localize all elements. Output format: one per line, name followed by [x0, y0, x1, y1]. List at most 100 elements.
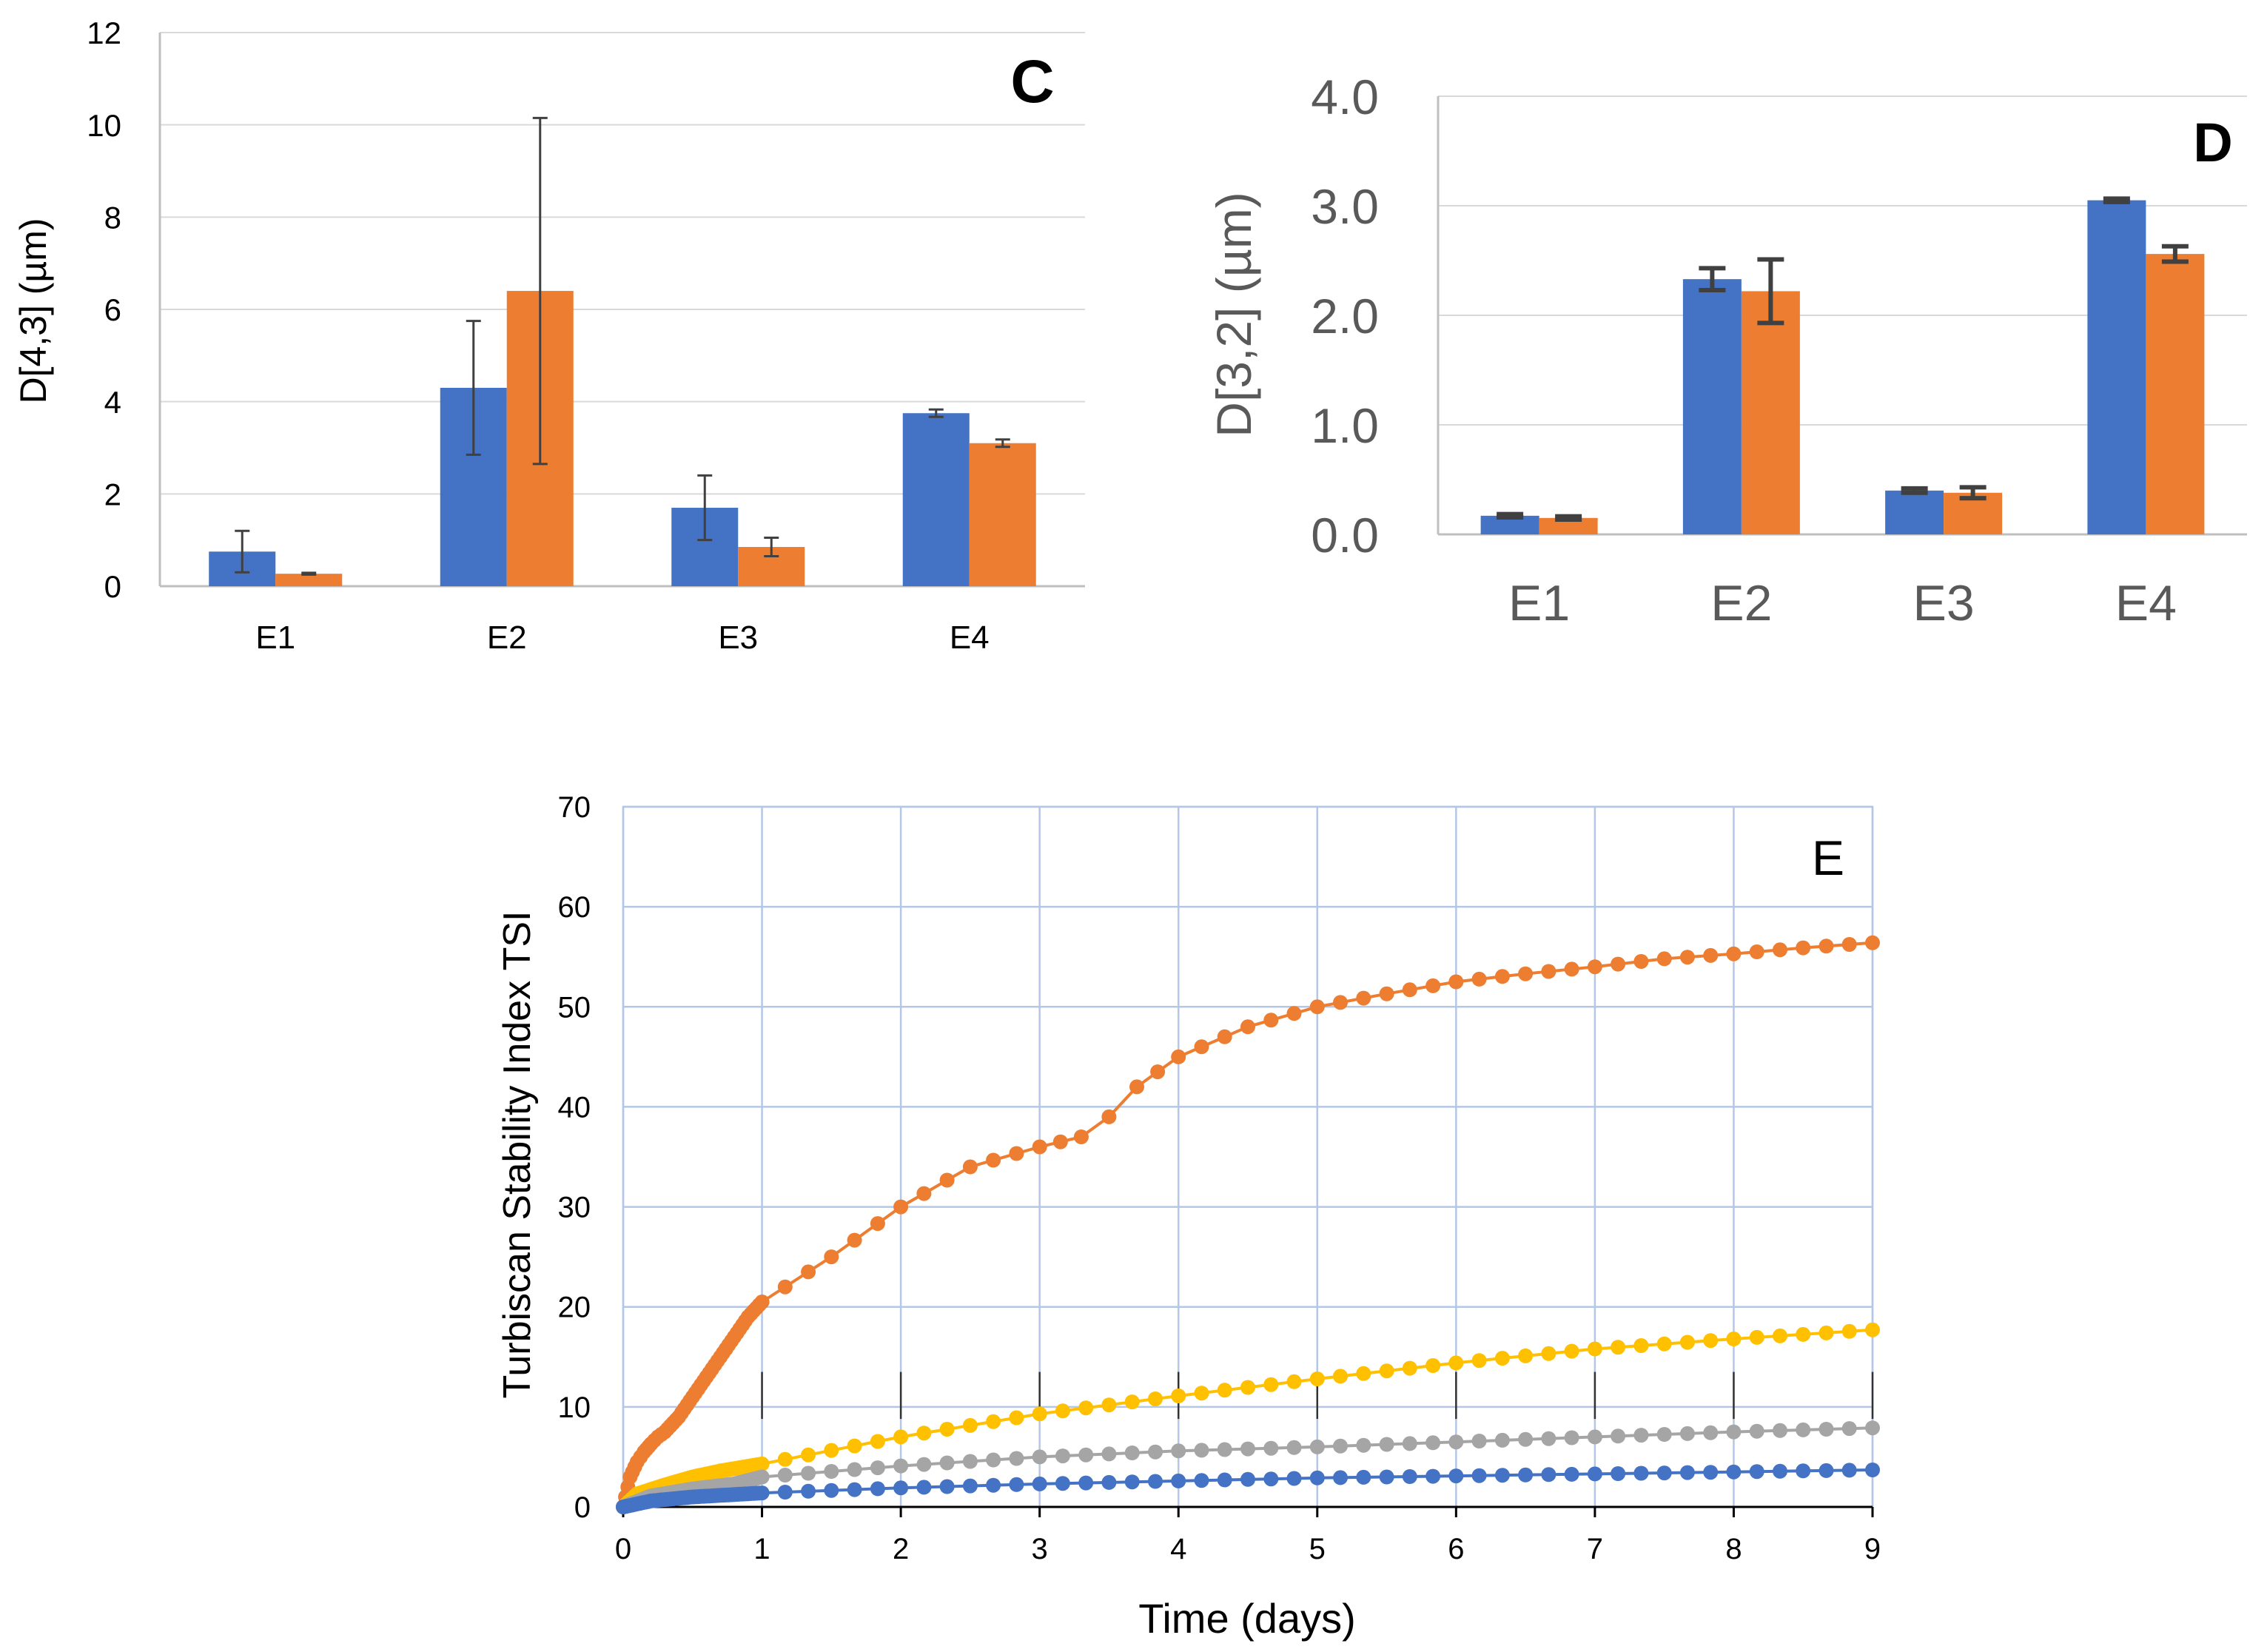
- point-orange: [1518, 966, 1534, 981]
- point-blue: [1773, 1463, 1787, 1479]
- point-yellow: [1773, 1328, 1787, 1343]
- y-tick-label: 0: [574, 1491, 591, 1524]
- point-blue: [1749, 1464, 1764, 1480]
- panel-d-ylabel: D[3,2] (µm): [1206, 192, 1261, 437]
- y-tick-label: 1.0: [1311, 398, 1379, 453]
- point-yellow: [1240, 1380, 1255, 1395]
- x-tick-label: 9: [1864, 1533, 1881, 1565]
- point-orange: [1171, 1049, 1186, 1064]
- point-gray: [1679, 1426, 1695, 1441]
- x-tick-label: 5: [1309, 1533, 1326, 1565]
- point-gray: [1773, 1423, 1787, 1438]
- point-blue: [1263, 1471, 1279, 1487]
- point-yellow: [1471, 1353, 1487, 1369]
- point-gray: [1101, 1446, 1117, 1462]
- point-yellow: [1263, 1377, 1279, 1392]
- x-category-label: E3: [1913, 575, 1975, 631]
- point-orange: [1587, 959, 1602, 975]
- point-gray: [1749, 1423, 1764, 1439]
- point-yellow: [962, 1417, 978, 1433]
- point-yellow: [1541, 1346, 1556, 1361]
- point-blue: [1471, 1468, 1487, 1483]
- point-yellow: [1611, 1340, 1626, 1355]
- y-tick-label: 0: [104, 569, 121, 604]
- bar-E4-series-2: [969, 443, 1036, 586]
- point-blue: [1518, 1467, 1534, 1483]
- point-blue: [1796, 1463, 1811, 1479]
- point-blue: [1425, 1468, 1441, 1484]
- y-tick-label: 4.0: [1311, 70, 1379, 124]
- x-tick-label: 2: [893, 1533, 909, 1565]
- point-orange: [1333, 995, 1348, 1010]
- point-blue: [1402, 1469, 1417, 1484]
- point-gray: [1055, 1448, 1070, 1464]
- point-blue: [1356, 1469, 1371, 1485]
- point-orange: [870, 1216, 885, 1232]
- y-tick-label: 8: [104, 200, 121, 235]
- x-tick-label: 0: [615, 1533, 631, 1565]
- y-tick-label: 2.0: [1311, 289, 1379, 343]
- point-yellow: [1494, 1351, 1510, 1366]
- point-gray: [1309, 1439, 1325, 1454]
- point-gray: [1240, 1441, 1255, 1457]
- point-blue: [777, 1485, 793, 1500]
- point-orange: [1448, 974, 1464, 990]
- point-gray: [1379, 1437, 1394, 1452]
- point-orange: [939, 1172, 955, 1188]
- point-yellow: [1796, 1326, 1811, 1342]
- point-yellow: [939, 1422, 955, 1437]
- point-yellow: [1171, 1389, 1186, 1403]
- point-yellow: [1819, 1325, 1834, 1340]
- point-gray: [1148, 1444, 1163, 1460]
- y-tick-label: 0.0: [1311, 508, 1379, 563]
- point-blue: [1124, 1474, 1140, 1490]
- point-blue: [1055, 1476, 1070, 1491]
- point-yellow: [1078, 1400, 1094, 1416]
- point-gray: [893, 1458, 909, 1474]
- y-tick-label: 12: [87, 16, 121, 50]
- point-blue: [1009, 1477, 1024, 1492]
- point-blue: [1217, 1472, 1232, 1488]
- x-category-label: E2: [1710, 575, 1772, 631]
- point-orange: [1471, 971, 1487, 987]
- point-yellow: [870, 1434, 885, 1449]
- point-orange: [1796, 940, 1811, 956]
- point-orange: [1402, 982, 1417, 998]
- point-orange: [962, 1159, 978, 1175]
- point-orange: [1679, 950, 1695, 965]
- bar-E2-series-1: [1682, 279, 1742, 534]
- point-gray: [1032, 1449, 1047, 1465]
- point-yellow: [1309, 1371, 1325, 1386]
- point-blue: [1032, 1476, 1047, 1491]
- point-orange: [1309, 999, 1325, 1015]
- point-gray: [1819, 1422, 1834, 1437]
- point-yellow: [916, 1426, 932, 1441]
- point-yellow: [1448, 1355, 1464, 1371]
- point-blue: [893, 1480, 909, 1496]
- panel-e-xlabel: Time (days): [1138, 1595, 1356, 1642]
- point-yellow: [1101, 1397, 1117, 1413]
- point-blue: [1611, 1466, 1626, 1481]
- panel-e-label: E: [1812, 830, 1844, 885]
- point-blue: [1587, 1466, 1602, 1482]
- point-yellow: [1009, 1410, 1024, 1426]
- point-orange: [1101, 1109, 1117, 1124]
- panel-e-chart: Turbiscan Stability Index TSI Time (days…: [496, 791, 1881, 1642]
- point-orange: [754, 1295, 770, 1309]
- point-gray: [1402, 1436, 1417, 1451]
- point-gray: [1194, 1443, 1209, 1458]
- point-gray: [986, 1452, 1001, 1468]
- x-tick-label: 4: [1170, 1533, 1186, 1565]
- point-orange: [1564, 961, 1579, 977]
- point-yellow: [1055, 1403, 1070, 1419]
- x-tick-label: 8: [1725, 1533, 1742, 1565]
- point-gray: [1171, 1443, 1186, 1459]
- bar-E4-series-1: [2087, 200, 2146, 534]
- x-category-label: E2: [487, 620, 527, 656]
- point-gray: [1009, 1451, 1024, 1466]
- point-gray: [1796, 1422, 1811, 1437]
- panel-c-label: C: [1010, 48, 1054, 115]
- point-gray: [1541, 1431, 1556, 1446]
- point-orange: [1263, 1013, 1279, 1028]
- point-blue: [1194, 1473, 1209, 1488]
